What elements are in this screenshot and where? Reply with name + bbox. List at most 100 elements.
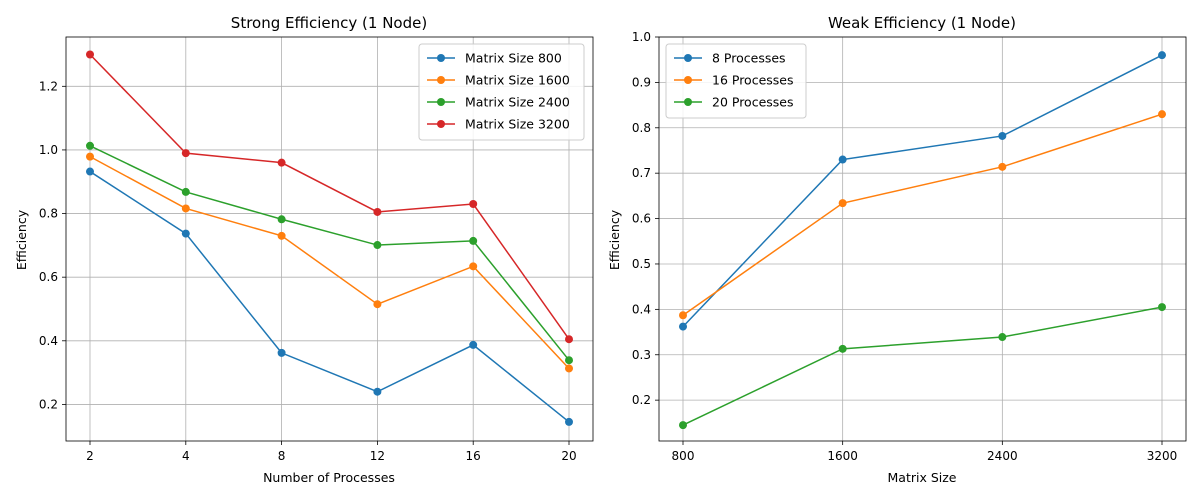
data-point xyxy=(373,207,382,216)
legend-item: Matrix Size 800 xyxy=(427,51,562,66)
y-tick-label: 0.6 xyxy=(39,270,58,284)
data-point xyxy=(469,262,478,271)
series-line xyxy=(682,54,1163,328)
y-tick-label: 0.9 xyxy=(632,75,651,89)
legend: 8 Processes 16 Processes 20 Processes xyxy=(665,43,807,119)
legend-label: Matrix Size 1600 xyxy=(465,73,570,88)
series-line xyxy=(89,155,570,369)
x-tick-label: 2400 xyxy=(987,449,1018,463)
data-point xyxy=(469,236,478,245)
y-tick-label: 0.7 xyxy=(632,166,651,180)
series-2 xyxy=(86,152,573,373)
data-point xyxy=(838,199,847,208)
y-axis-label: Efficiency xyxy=(607,209,622,270)
data-point xyxy=(838,344,847,353)
data-point xyxy=(565,417,573,426)
data-point xyxy=(86,141,94,150)
chart-title: Strong Efficiency (1 Node) xyxy=(231,14,427,32)
series-line xyxy=(89,53,570,340)
x-tick-label: 16 xyxy=(466,449,481,463)
data-point xyxy=(277,215,286,224)
legend-box xyxy=(665,43,807,119)
x-tick-label: 1600 xyxy=(827,449,858,463)
data-point xyxy=(998,162,1007,171)
y-tick-label: 0.3 xyxy=(632,348,651,362)
x-tick-label: 4 xyxy=(182,449,190,463)
data-point xyxy=(1158,303,1166,312)
chart-title: Weak Efficiency (1 Node) xyxy=(828,14,1016,32)
ticks: 800 1600 2400 3200 0.2 0.3 0.4 0.5 0.6 0.7 0.8 0.9 1… xyxy=(632,30,1177,463)
data-point xyxy=(181,229,190,238)
legend-swatch-marker xyxy=(437,98,445,106)
legend-label: Matrix Size 3200 xyxy=(465,117,570,132)
data-point xyxy=(86,167,94,176)
data-point xyxy=(838,155,847,164)
y-tick-label: 0.4 xyxy=(632,302,651,316)
series-2 xyxy=(679,110,1166,320)
data-point xyxy=(373,241,382,250)
series-line xyxy=(89,145,570,361)
y-tick-label: 0.6 xyxy=(632,212,651,226)
data-point xyxy=(86,50,94,59)
series-4 xyxy=(86,50,573,344)
data-point xyxy=(1158,110,1166,119)
legend-item: 16 Processes xyxy=(674,73,794,88)
legend-item: Matrix Size 1600 xyxy=(427,73,570,88)
weak-efficiency-chart: Weak Efficiency (1 Node) Matrix Size Eff… xyxy=(607,14,1187,485)
data-point xyxy=(998,333,1007,342)
legend-swatch-marker xyxy=(684,76,692,84)
x-tick-label: 2 xyxy=(86,449,94,463)
legend-label: Matrix Size 2400 xyxy=(465,95,570,110)
legend-swatch-marker xyxy=(437,120,445,128)
plot-area: 800 1600 2400 3200 0.2 0.3 0.4 0.5 0.6 0.7 0.8 0.9 1… xyxy=(632,30,1187,463)
x-tick-label: 3200 xyxy=(1147,449,1178,463)
y-tick-label: 0.8 xyxy=(39,207,58,221)
y-tick-label: 0.2 xyxy=(39,397,58,411)
data-point xyxy=(277,158,286,167)
series-3 xyxy=(86,141,573,365)
data-point xyxy=(1158,51,1166,60)
legend-swatch-marker xyxy=(437,76,445,84)
data-point xyxy=(469,340,478,349)
y-tick-label: 0.8 xyxy=(632,121,651,135)
legend-label: 16 Processes xyxy=(712,73,794,88)
series-line xyxy=(682,306,1163,426)
data-point xyxy=(998,131,1007,140)
legend-label: Matrix Size 800 xyxy=(465,51,562,66)
x-tick-label: 20 xyxy=(561,449,576,463)
data-point xyxy=(373,300,382,309)
data-point xyxy=(679,421,687,430)
axes-frame xyxy=(658,36,1187,442)
data-point xyxy=(181,204,190,213)
series-1 xyxy=(679,51,1166,331)
data-point xyxy=(181,187,190,196)
x-tick-label: 8 xyxy=(278,449,286,463)
legend-swatch-marker xyxy=(684,54,692,62)
data-point xyxy=(373,387,382,396)
y-tick-label: 0.4 xyxy=(39,334,58,348)
data-point xyxy=(277,348,286,357)
data-point xyxy=(679,311,687,320)
ticks: 2 4 8 12 16 20 0.2 0.4 0.6 0.8 1.0 1.2 xyxy=(39,79,577,463)
y-tick-label: 1.2 xyxy=(39,79,58,93)
data-point xyxy=(565,364,573,373)
data-point xyxy=(86,152,94,161)
y-tick-label: 1.0 xyxy=(632,30,651,44)
x-tick-label: 12 xyxy=(370,449,385,463)
strong-efficiency-chart: Strong Efficiency (1 Node) Number of Pro… xyxy=(14,14,594,485)
legend-label: 20 Processes xyxy=(712,95,794,110)
legend-item: Matrix Size 3200 xyxy=(427,117,570,132)
data-point xyxy=(565,356,573,365)
series-line xyxy=(682,113,1163,316)
data-point xyxy=(679,322,687,331)
data-point xyxy=(181,149,190,158)
y-axis-label: Efficiency xyxy=(14,209,29,270)
x-axis-label: Number of Processes xyxy=(263,470,395,485)
x-tick-label: 800 xyxy=(672,449,695,463)
legend-label: 8 Processes xyxy=(712,51,786,66)
plot-area: 2 4 8 12 16 20 0.2 0.4 0.6 0.8 1.0 1.2 Matrix Size 8… xyxy=(39,36,594,463)
data-point xyxy=(277,231,286,240)
data-point xyxy=(565,335,573,344)
axes-frame xyxy=(65,36,594,442)
